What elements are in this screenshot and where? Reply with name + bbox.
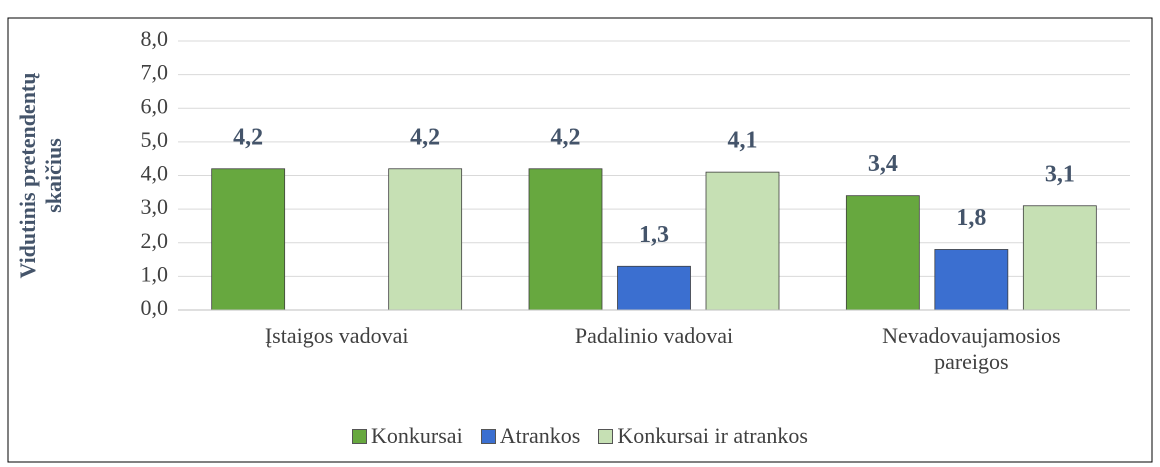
y-axis-label-line: skaičius bbox=[41, 138, 66, 213]
legend-swatch bbox=[352, 428, 368, 444]
x-tick-label: Padalinio vadovai bbox=[574, 323, 734, 348]
y-tick-label: 1,0 bbox=[141, 261, 169, 286]
bar bbox=[528, 168, 603, 311]
x-tick-label: Įstaigos vadovai bbox=[264, 323, 409, 348]
y-tick-label: 5,0 bbox=[141, 127, 169, 152]
bar bbox=[934, 249, 1009, 311]
y-tick-label: 8,0 bbox=[141, 26, 169, 51]
bar bbox=[705, 171, 780, 311]
legend-item: Konkursai ir atrankos bbox=[598, 423, 808, 449]
data-label: 3,1 bbox=[1045, 161, 1075, 187]
y-tick-label: 7,0 bbox=[141, 60, 169, 85]
legend-item: Atrankos bbox=[480, 423, 581, 449]
chart-border bbox=[7, 17, 1153, 463]
bar bbox=[617, 265, 691, 311]
legend-label: Konkursai bbox=[371, 423, 463, 448]
data-label: 4,2 bbox=[233, 124, 263, 150]
y-tick-label: 4,0 bbox=[141, 161, 169, 186]
legend-label: Atrankos bbox=[499, 423, 581, 448]
data-label: 4,2 bbox=[551, 124, 581, 150]
bar bbox=[388, 168, 463, 311]
y-tick-label: 3,0 bbox=[141, 194, 169, 219]
legend-item: Konkursai bbox=[352, 423, 463, 449]
x-tick-label: Nevadovaujamosios pareigos bbox=[882, 323, 1061, 374]
y-axis-label: Vidutinis pretendentųskaičius bbox=[15, 73, 66, 279]
y-tick-label: 6,0 bbox=[141, 93, 169, 118]
bar bbox=[211, 168, 286, 311]
data-label: 4,1 bbox=[728, 128, 758, 154]
legend-swatch bbox=[480, 428, 496, 444]
y-tick-label: 2,0 bbox=[141, 228, 169, 253]
legend: Konkursai Atrankos Konkursai ir atrankos bbox=[0, 423, 1160, 449]
bar bbox=[845, 195, 920, 311]
y-tick-label: 0,0 bbox=[141, 295, 169, 320]
data-label: 3,4 bbox=[868, 151, 898, 177]
y-axis-label-line: Vidutinis pretendentų bbox=[15, 73, 40, 279]
legend-label: Konkursai ir atrankos bbox=[617, 423, 808, 448]
data-label: 1,3 bbox=[639, 222, 669, 248]
legend-swatch bbox=[598, 428, 614, 444]
bar bbox=[1022, 205, 1097, 311]
data-label: 1,8 bbox=[956, 205, 986, 231]
data-label: 4,2 bbox=[410, 124, 440, 150]
